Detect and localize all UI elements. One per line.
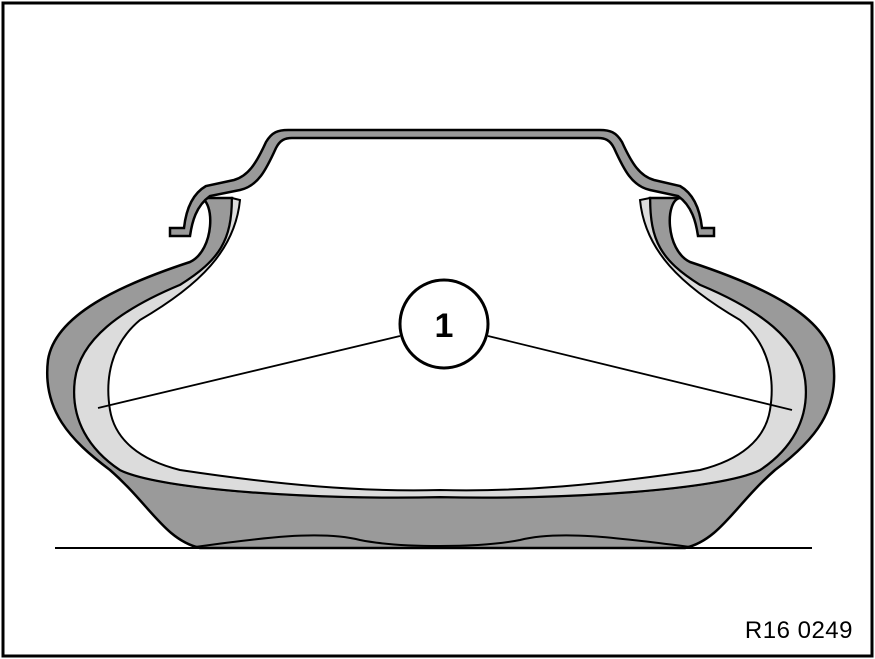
wheel-rim [168,128,716,238]
tire-tread-contact [194,534,691,548]
callout-leader-right [487,335,793,411]
tire-inner-layer [73,196,807,499]
figure-reference-code: R16 0249 [744,617,853,644]
callout-circle [398,278,490,370]
callout-leader-left [97,335,401,409]
callout-number: 1 [435,307,454,345]
